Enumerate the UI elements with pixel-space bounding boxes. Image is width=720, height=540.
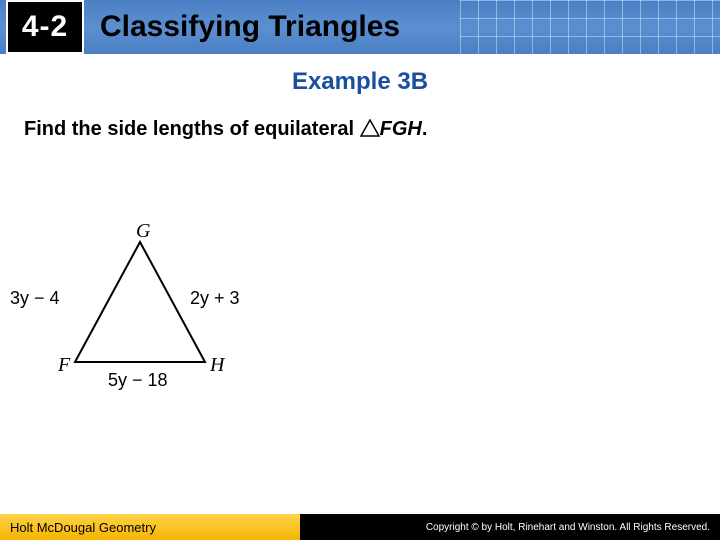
section-number: 4-2 xyxy=(22,10,68,44)
triangle-name: FGH xyxy=(380,118,422,140)
footer-publisher: Holt McDougal Geometry xyxy=(0,514,300,540)
footer: Holt McDougal Geometry Copyright © by Ho… xyxy=(0,514,720,540)
side-expr-fh: 5y − 18 xyxy=(108,370,168,391)
vertex-label-f: F xyxy=(58,354,70,377)
side-expr-gh: 2y + 3 xyxy=(190,288,240,309)
side-expr-fg: 3y − 4 xyxy=(10,288,60,309)
header-bar: 4-2 Classifying Triangles xyxy=(0,0,720,54)
footer-copyright: Copyright © by Holt, Rinehart and Winsto… xyxy=(300,514,720,540)
header-grid-pattern xyxy=(460,0,720,54)
chapter-title: Classifying Triangles xyxy=(100,10,400,44)
section-badge: 4-2 xyxy=(6,0,84,54)
triangle-icon xyxy=(360,119,380,143)
problem-prefix: Find the side lengths of equilateral xyxy=(24,118,360,140)
problem-suffix: . xyxy=(422,118,428,140)
vertex-label-h: H xyxy=(210,354,224,377)
problem-statement: Find the side lengths of equilateral FGH… xyxy=(24,118,696,143)
triangle-figure: G F H 3y − 4 2y + 3 5y − 18 xyxy=(10,230,250,410)
vertex-label-g: G xyxy=(136,220,150,243)
example-label: Example 3B xyxy=(0,68,720,96)
